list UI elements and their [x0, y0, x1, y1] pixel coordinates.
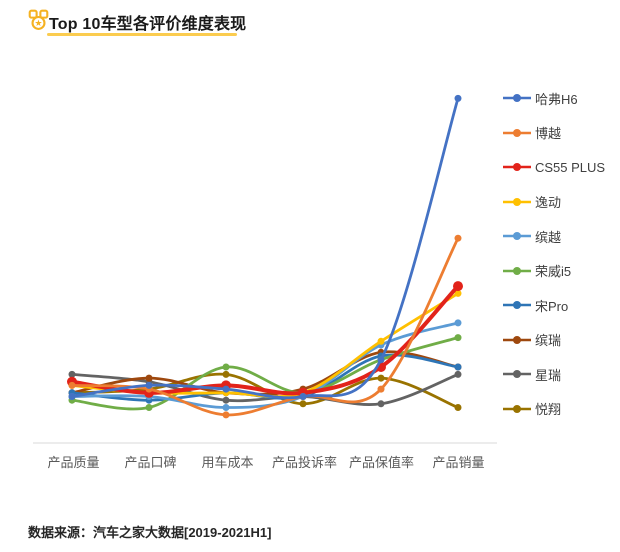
- legend-item-星瑞: 星瑞: [502, 364, 605, 384]
- legend-marker-icon: [503, 301, 531, 309]
- medal-icon: ★: [28, 9, 49, 30]
- legend-item-缤瑞: 缤瑞: [502, 330, 605, 350]
- x-axis-label-1: 产品质量: [47, 455, 100, 470]
- legend-item-缤越: 缤越: [502, 226, 605, 246]
- legend-label: 哈弗H6: [535, 91, 578, 107]
- legend-item-CS55 PLUS: CS55 PLUS: [502, 157, 605, 177]
- x-axis-label-2: 产品口碑: [124, 455, 177, 470]
- x-axis-label-6: 产品销量: [432, 455, 485, 470]
- legend-marker-icon: [503, 404, 531, 413]
- legend-item-博越: 博越: [502, 123, 605, 143]
- legend-item-宋Pro: 宋Pro: [502, 295, 605, 315]
- legend-marker-icon: [503, 266, 531, 275]
- title-underline: [47, 33, 237, 36]
- x-axis-label-3: 用车成本: [201, 455, 254, 470]
- legend-label: 宋Pro: [535, 298, 569, 314]
- legend-label: 荣威i5: [535, 264, 572, 279]
- legend-marker-icon: [503, 163, 531, 171]
- legend-marker-icon: [503, 128, 531, 137]
- legend-label: CS55 PLUS: [535, 159, 606, 175]
- line-chart: [33, 94, 497, 444]
- page-title: Top 10车型各评价维度表现: [49, 16, 247, 33]
- legend-label: 缤瑞: [535, 333, 562, 348]
- x-axis-label-4: 产品投诉率: [271, 455, 337, 470]
- legend-marker-icon: [503, 370, 531, 378]
- legend-label: 星瑞: [535, 367, 562, 383]
- legend-label: 逸动: [535, 195, 562, 210]
- legend-marker-icon: [503, 94, 531, 102]
- header: ★ Top 10车型各评价维度表现: [0, 0, 620, 44]
- data-source-note: 数据来源：汽车之家大数据[2019-2021H1]: [28, 525, 272, 540]
- legend-item-逸动: 逸动: [502, 192, 605, 212]
- legend-item-荣威i5: 荣威i5: [502, 261, 605, 281]
- legend-label: 博越: [535, 126, 562, 141]
- svg-text:★: ★: [35, 19, 43, 29]
- legend-label: 缤越: [535, 229, 562, 245]
- legend-label: 悦翔: [535, 402, 562, 417]
- legend-marker-icon: [503, 335, 531, 344]
- legend-item-悦翔: 悦翔: [502, 399, 605, 419]
- chart-legend: 哈弗H6 博越 CS55 PLUS 逸动缤越荣威i5 宋Pro 缤瑞星瑞悦翔: [502, 88, 605, 433]
- series-哈弗H6: [68, 94, 462, 400]
- x-axis-labels: 产品质量 产品口碑 用车成本 产品投诉率 产品保值率 产品销量: [35, 452, 497, 471]
- legend-marker-icon: [503, 197, 531, 206]
- legend-marker-icon: [503, 232, 531, 240]
- x-axis-label-5: 产品保值率: [348, 455, 414, 470]
- legend-item-哈弗H6: 哈弗H6: [502, 88, 605, 108]
